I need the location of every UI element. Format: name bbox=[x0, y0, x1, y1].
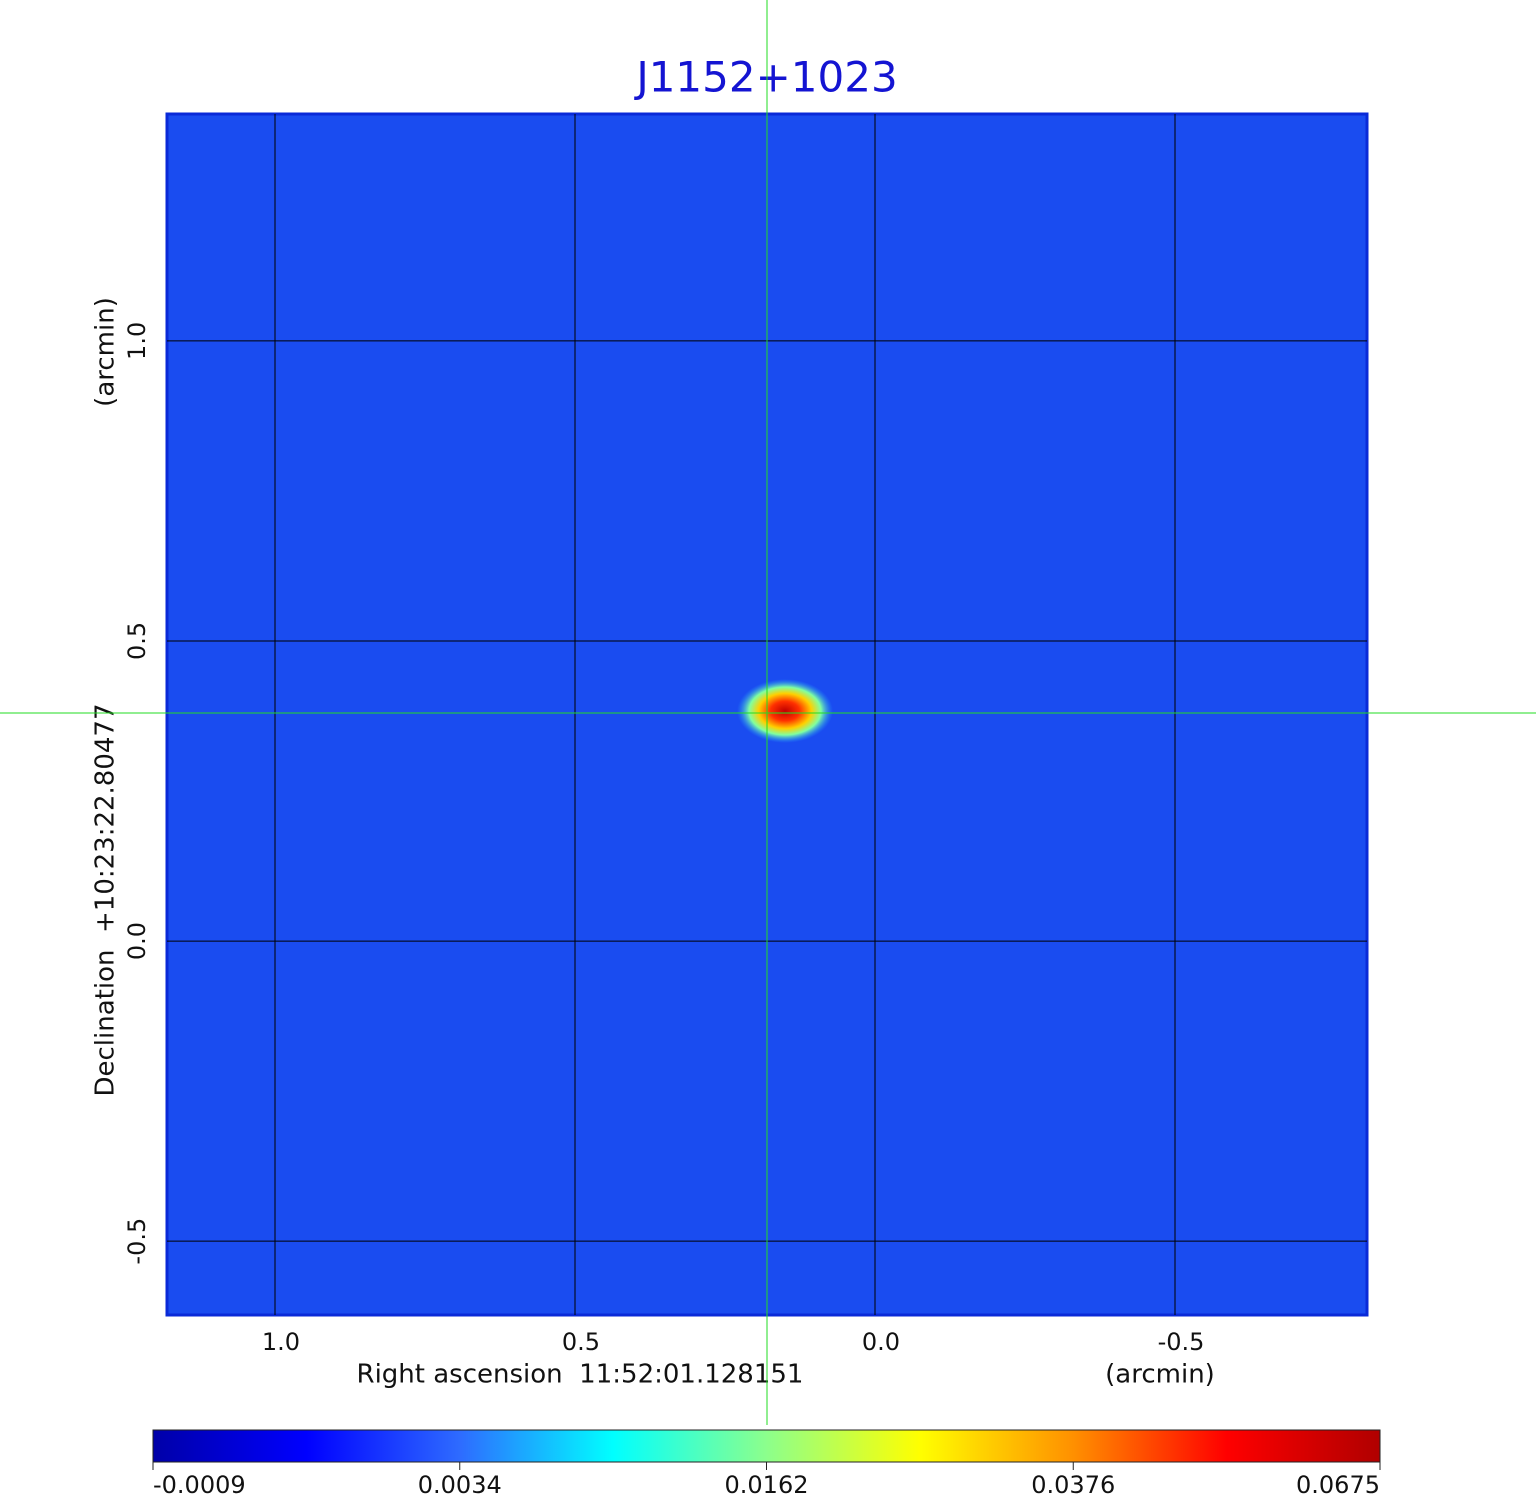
x-tick-label: 1.0 bbox=[262, 1328, 300, 1356]
x-tick-label: 0.5 bbox=[562, 1328, 600, 1356]
y-tick-label: 1.0 bbox=[123, 322, 151, 360]
colorbar-tick-label: 0.0034 bbox=[418, 1471, 502, 1499]
source-blob bbox=[737, 679, 833, 743]
colorbar-tick-label: 0.0376 bbox=[1031, 1471, 1115, 1499]
colorbar-tick-label: 0.0162 bbox=[725, 1471, 809, 1499]
y-tick-label: -0.5 bbox=[123, 1218, 151, 1265]
x-axis-unit: (arcmin) bbox=[1105, 1360, 1215, 1390]
x-tick-label: 0.0 bbox=[862, 1328, 900, 1356]
y-axis-label: Declination +10:23:22.80477 bbox=[91, 703, 121, 1096]
x-tick-label: -0.5 bbox=[1158, 1328, 1205, 1356]
y-tick-label: 0.5 bbox=[123, 622, 151, 660]
colorbar-tick-label: -0.0009 bbox=[153, 1471, 246, 1499]
x-axis-label: Right ascension 11:52:01.128151 bbox=[357, 1360, 804, 1390]
chart-title: J1152+1023 bbox=[633, 53, 897, 102]
colorbar bbox=[152, 1429, 1381, 1463]
y-tick-label: 0.0 bbox=[123, 922, 151, 960]
y-axis-unit: (arcmin) bbox=[91, 297, 121, 407]
colorbar-tick-label: 0.0675 bbox=[1296, 1471, 1380, 1499]
